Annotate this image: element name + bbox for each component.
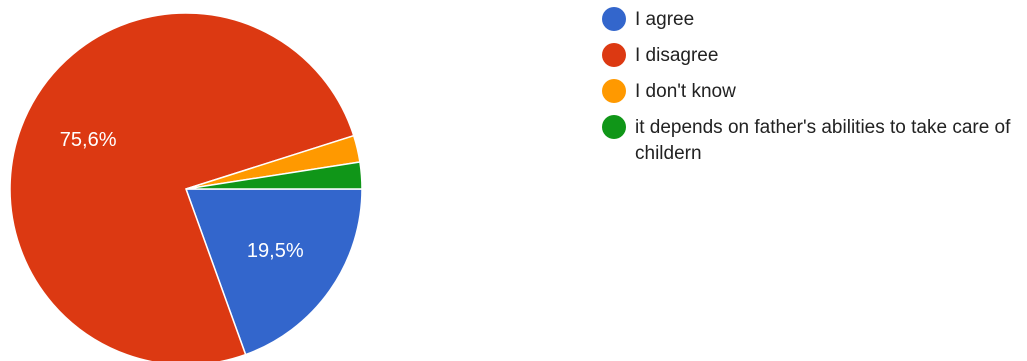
legend-label: I agree [635, 9, 695, 30]
slice-data-label: 19,5% [247, 240, 304, 262]
legend-swatch-icon [602, 79, 626, 103]
legend-swatch-icon [602, 115, 626, 139]
pie-slice-i-agree[interactable] [184, 188, 363, 356]
legend-item[interactable]: I don't know [602, 79, 1027, 105]
legend-label: it depends on father's abilities to take… [635, 117, 1011, 164]
pie-slice-i-disagree[interactable] [9, 12, 355, 361]
pie-plot-area: 19,5% 75,6% [9, 12, 363, 361]
legend-item[interactable]: it depends on father's abilities to take… [602, 115, 1027, 167]
legend-swatch-icon [602, 43, 626, 67]
legend-item[interactable]: I disagree [602, 43, 1027, 69]
legend-label: I disagree [635, 45, 719, 66]
legend-swatch-icon [602, 7, 626, 31]
legend-label: I don't know [635, 81, 736, 102]
pie-slice-it-depends-on-father-s-abilities-to-take-care-of-childern[interactable] [185, 161, 363, 190]
slice-data-label: 75,6% [60, 129, 117, 151]
legend-item[interactable]: I agree [602, 7, 1027, 33]
legend: I agree I disagree I don't know it depends … [602, 7, 1027, 177]
